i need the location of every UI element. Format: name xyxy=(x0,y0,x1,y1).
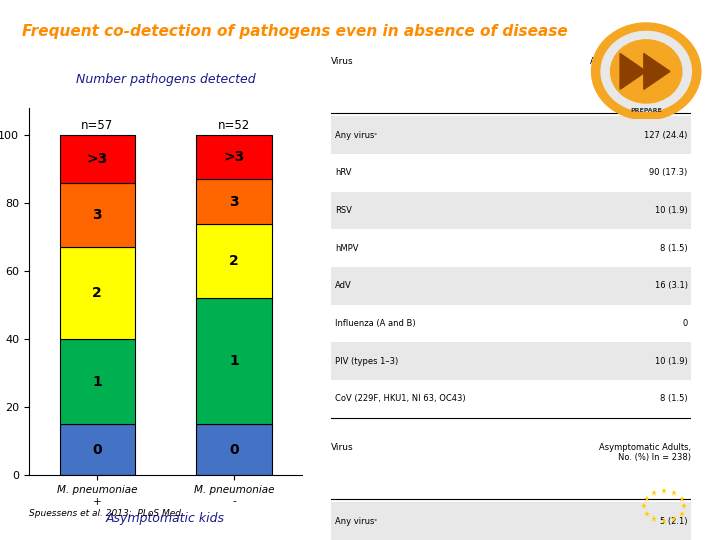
Text: RSV: RSV xyxy=(335,206,351,215)
Text: Virus: Virus xyxy=(331,57,354,66)
Circle shape xyxy=(592,23,701,120)
Text: hMPV: hMPV xyxy=(335,244,359,253)
Text: 16 (3.1): 16 (3.1) xyxy=(654,281,688,291)
Text: 10 (1.9): 10 (1.9) xyxy=(655,206,688,215)
Text: 8 (1.5): 8 (1.5) xyxy=(660,394,688,403)
Bar xyxy=(60,183,135,247)
Text: 10 (1.9): 10 (1.9) xyxy=(655,356,688,366)
Text: Any virusᶜ: Any virusᶜ xyxy=(335,131,377,140)
Text: AdV: AdV xyxy=(335,281,351,291)
Text: 8 (1.5): 8 (1.5) xyxy=(660,244,688,253)
Text: 0: 0 xyxy=(683,319,688,328)
Bar xyxy=(60,424,135,475)
Polygon shape xyxy=(620,53,647,89)
Polygon shape xyxy=(644,53,670,89)
Text: 90 (17.3): 90 (17.3) xyxy=(649,168,688,178)
Text: Virus: Virus xyxy=(331,443,354,452)
Text: 0: 0 xyxy=(229,443,239,457)
Bar xyxy=(331,192,691,230)
Bar xyxy=(331,267,691,305)
Bar xyxy=(197,224,271,299)
Bar xyxy=(197,424,271,475)
Bar xyxy=(197,299,271,424)
Text: 3: 3 xyxy=(92,208,102,222)
Text: >3: >3 xyxy=(86,152,108,166)
Bar xyxy=(60,339,135,424)
Bar xyxy=(60,135,135,183)
Bar xyxy=(331,117,691,154)
Text: >3: >3 xyxy=(223,150,245,164)
Text: 0: 0 xyxy=(92,443,102,457)
Text: PIV (types 1–3): PIV (types 1–3) xyxy=(335,356,398,366)
Text: Any virusᶜ: Any virusᶜ xyxy=(335,517,377,525)
Text: CoV (229F, HKU1, NI 63, OC43): CoV (229F, HKU1, NI 63, OC43) xyxy=(335,394,465,403)
Text: Frequent co-detection of pathogens even in absence of disease: Frequent co-detection of pathogens even … xyxy=(22,24,567,39)
X-axis label: Asymptomatic kids: Asymptomatic kids xyxy=(106,512,225,525)
Bar xyxy=(197,179,271,224)
Text: 5 (2.1): 5 (2.1) xyxy=(660,517,688,525)
Text: 1: 1 xyxy=(92,375,102,389)
Text: Influenza (A and B): Influenza (A and B) xyxy=(335,319,415,328)
Bar xyxy=(331,502,691,540)
Text: Asymptomatic Children,
No. (%) ln = 5211: Asymptomatic Children, No. (%) ln = 5211 xyxy=(590,57,691,76)
Text: 127 (24.4): 127 (24.4) xyxy=(644,131,688,140)
Text: 2: 2 xyxy=(229,254,239,268)
Text: 2: 2 xyxy=(92,286,102,300)
Text: 3: 3 xyxy=(229,194,239,208)
Text: n=57: n=57 xyxy=(81,119,113,132)
Circle shape xyxy=(601,31,691,111)
Text: 1: 1 xyxy=(229,354,239,368)
Text: Spuessens et al. 2013;  PLoS Med: Spuessens et al. 2013; PLoS Med xyxy=(29,509,181,518)
Bar xyxy=(197,135,271,179)
Title: Number pathogens detected: Number pathogens detected xyxy=(76,73,256,86)
Circle shape xyxy=(611,40,682,103)
Text: Asymptomatic Adults,
No. (%) ln = 238): Asymptomatic Adults, No. (%) ln = 238) xyxy=(599,443,691,462)
Bar xyxy=(60,247,135,339)
Text: PREPARE: PREPARE xyxy=(630,108,662,113)
Text: n=52: n=52 xyxy=(218,119,250,132)
Text: hRV: hRV xyxy=(335,168,351,178)
Bar xyxy=(331,342,691,380)
